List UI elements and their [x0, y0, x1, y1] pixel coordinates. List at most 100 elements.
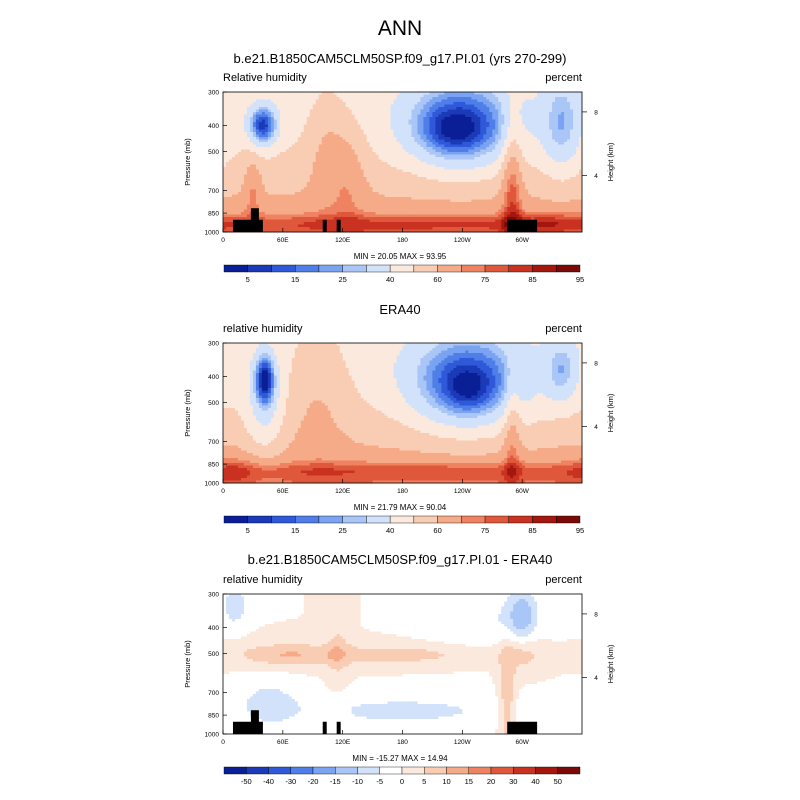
x-tick-label: 120E: [335, 488, 351, 495]
colorbar-label: 5: [246, 526, 250, 535]
colorbar-swatch: [295, 515, 320, 524]
y-tick-label: 850: [208, 713, 219, 720]
y-tick-label: 400: [208, 625, 219, 632]
colorbar-swatch: [437, 264, 462, 273]
panel-3: b.e21.B1850CAM5CLM50SP.f09_g17.PI.01 - E…: [183, 552, 615, 786]
colorbar-swatch: [366, 264, 391, 273]
colorbar-label: 5: [422, 777, 426, 786]
panel-units-label: percent: [545, 323, 582, 335]
x-tick-label: 120W: [454, 237, 472, 244]
colorbar-swatch: [318, 515, 343, 524]
y-tick-label: 1000: [205, 230, 220, 237]
panel-units-label: percent: [545, 72, 582, 84]
panel-left-label: Relative humidity: [223, 72, 307, 84]
y-tick-label: 400: [208, 123, 219, 130]
colorbar-swatch: [535, 766, 558, 775]
colorbar-label: 85: [528, 275, 536, 284]
colorbar: 5 15 25 40 60 75 85 95: [223, 515, 584, 535]
panel-left-label: relative humidity: [223, 323, 303, 335]
colorbar-label: 5: [246, 275, 250, 284]
colorbar-label: 30: [509, 777, 517, 786]
colorbar-swatch: [342, 515, 367, 524]
terrain-mask: [322, 219, 327, 232]
y-tick-label: 700: [208, 188, 219, 195]
colorbar-label: 15: [465, 777, 473, 786]
x-tick-label: 60E: [277, 739, 289, 746]
colorbar-swatch: [461, 515, 486, 524]
colorbar-swatch: [342, 264, 367, 273]
colorbar-label: 25: [338, 275, 346, 284]
colorbar-label: -50: [241, 777, 252, 786]
y-tick-label: 400: [208, 374, 219, 381]
terrain-mask: [250, 710, 259, 734]
terrain-mask: [250, 208, 259, 232]
x-tick-label: 120E: [335, 739, 351, 746]
colorbar-swatch: [437, 515, 462, 524]
y-axis-title: Pressure (mb): [183, 138, 192, 186]
x-tick-label: 60W: [515, 488, 529, 495]
colorbar-label: 95: [576, 275, 584, 284]
stats-label: MIN = 20.05 MAX = 93.95: [354, 252, 447, 261]
colorbar-label: 75: [481, 526, 489, 535]
colorbar-swatch: [468, 766, 492, 775]
x-tick-label: 60E: [277, 488, 289, 495]
colorbar-swatch: [490, 766, 514, 775]
x-tick-label: 120W: [454, 488, 472, 495]
colorbar-swatch: [513, 766, 536, 775]
right-axis-title: Height (km): [606, 142, 615, 181]
colorbar-swatch: [413, 515, 438, 524]
colorbar-swatch: [357, 766, 380, 775]
colorbar-swatch: [335, 766, 358, 775]
x-tick-label: 0: [221, 739, 225, 746]
stats-label: MIN = 21.79 MAX = 90.04: [354, 503, 447, 512]
y-tick-label: 300: [208, 592, 219, 599]
colorbar-label: 15: [291, 526, 299, 535]
y-tick-label: 500: [208, 651, 219, 658]
colorbar-swatch: [290, 766, 314, 775]
colorbar-swatch: [556, 264, 581, 273]
y-tick-label: 500: [208, 149, 219, 156]
colorbar-label: -15: [330, 777, 341, 786]
colorbar-label: 40: [386, 275, 394, 284]
colorbar-swatch: [268, 766, 291, 775]
colorbar-swatch: [247, 264, 272, 273]
colorbar-label: 40: [386, 526, 394, 535]
colorbar-swatch: [556, 515, 581, 524]
colorbar-swatch: [508, 515, 533, 524]
x-tick-label: 180: [397, 739, 408, 746]
colorbar-label: 50: [554, 777, 562, 786]
colorbar-swatch: [484, 515, 510, 524]
height-tick-label: 8: [594, 360, 598, 367]
heatmap-cells: [223, 594, 583, 735]
x-tick-label: 120W: [454, 739, 472, 746]
colorbar-label: 75: [481, 275, 489, 284]
colorbar-swatch: [247, 515, 272, 524]
terrain-mask: [507, 721, 538, 734]
colorbar-swatch: [318, 264, 343, 273]
colorbar-swatch: [271, 264, 296, 273]
colorbar-swatch: [446, 766, 469, 775]
colorbar-swatch: [312, 766, 336, 775]
colorbar-swatch: [389, 264, 415, 273]
colorbar-swatch: [484, 264, 510, 273]
right-axis-title: Height (km): [606, 644, 615, 683]
y-tick-label: 300: [208, 341, 219, 348]
stats-label: MIN = -15.27 MAX = 14.94: [352, 754, 448, 763]
colorbar: 5 15 25 40 60 75 85 95: [223, 264, 584, 284]
colorbar-label: 0: [400, 777, 404, 786]
terrain-mask: [336, 721, 341, 734]
panel-left-label: relative humidity: [223, 574, 303, 586]
colorbar-label: 40: [531, 777, 539, 786]
heatmap-cells: [223, 343, 583, 484]
colorbar-swatch: [532, 515, 557, 524]
x-tick-label: 60W: [515, 237, 529, 244]
right-axis-title: Height (km): [606, 393, 615, 432]
colorbar: -50 -40 -30 -20 -15 -10 -5 0 5 10 15 20 30 40 50: [223, 766, 581, 786]
colorbar-label: -20: [308, 777, 319, 786]
colorbar-swatch: [379, 766, 403, 775]
colorbar-swatch: [532, 264, 557, 273]
